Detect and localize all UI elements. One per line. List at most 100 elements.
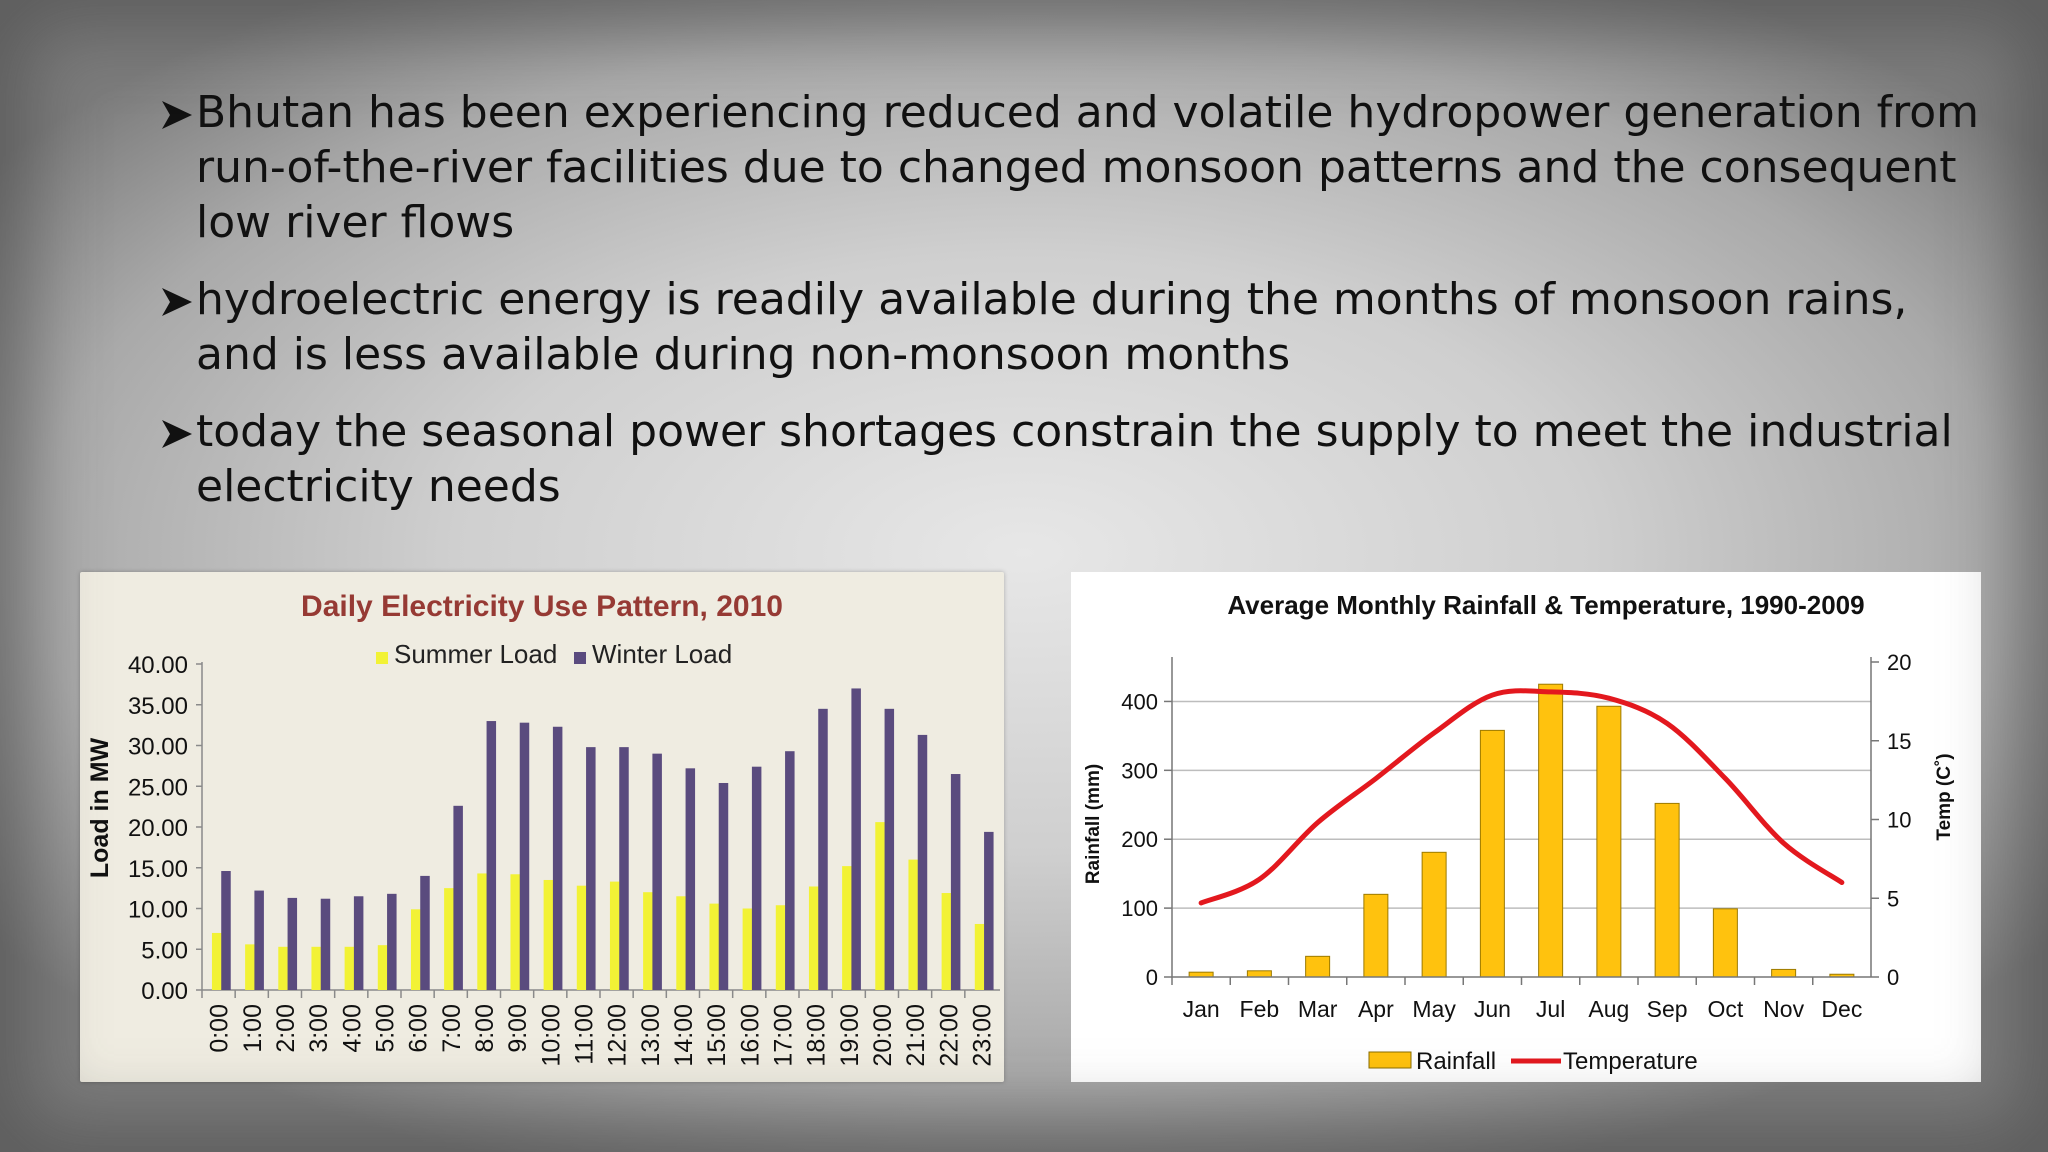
y-axis-label: Load in MW bbox=[86, 737, 114, 878]
bar-rainfall bbox=[1771, 968, 1797, 978]
y2-tick-label: 10 bbox=[1887, 808, 1911, 833]
x-tick-label: 21:00 bbox=[902, 1004, 930, 1067]
y-tick-label: 25.00 bbox=[128, 774, 188, 801]
x-tick-label: 11:00 bbox=[570, 1004, 598, 1065]
x-tick-label: Jun bbox=[1474, 996, 1511, 1022]
x-tick-label: 7:00 bbox=[438, 1004, 466, 1053]
y2-tick-label: 20 bbox=[1887, 650, 1911, 675]
x-tick-label: 13:00 bbox=[637, 1004, 665, 1067]
bar-rainfall bbox=[1538, 683, 1564, 978]
bar-winter-load bbox=[519, 722, 530, 990]
bar-rainfall bbox=[1712, 908, 1738, 978]
y-tick-label: 5.00 bbox=[141, 937, 188, 964]
rainfall-temperature-chart: Average Monthly Rainfall & Temperature, … bbox=[1083, 590, 1955, 1075]
bar-winter-load bbox=[486, 721, 497, 990]
bar-summer-load bbox=[842, 866, 852, 990]
y-tick-label: 15.00 bbox=[128, 856, 188, 883]
legend-swatch-rainfall bbox=[1368, 1051, 1412, 1069]
x-tick-label: Dec bbox=[1821, 996, 1862, 1022]
y-tick-label: 20.00 bbox=[128, 815, 188, 842]
y2-tick-label: 5 bbox=[1887, 886, 1899, 911]
x-tick-label: 12:00 bbox=[604, 1004, 632, 1067]
x-tick-label: 1:00 bbox=[239, 1004, 267, 1053]
chart-legend: Summer Load Winter Load bbox=[376, 639, 732, 669]
y2-axis-label: Temp (C˚) bbox=[1934, 753, 1955, 840]
bar-rainfall bbox=[1479, 729, 1505, 978]
y-axis-label: Rainfall (mm) bbox=[1083, 764, 1104, 884]
bar-summer-load bbox=[974, 923, 985, 990]
bar-winter-load bbox=[785, 751, 795, 990]
bar-rainfall bbox=[1654, 802, 1680, 978]
legend-label-rainfall: Rainfall bbox=[1416, 1048, 1496, 1075]
y-tick-label: 400 bbox=[1121, 689, 1158, 714]
bar-winter-load bbox=[917, 734, 928, 990]
bar-summer-load bbox=[875, 822, 885, 990]
bullet-item: today the seasonal power shortages const… bbox=[160, 404, 2000, 514]
bullet-list: Bhutan has been experiencing reduced and… bbox=[160, 85, 2000, 536]
bar-winter-load bbox=[420, 875, 430, 990]
bar-summer-load bbox=[908, 859, 918, 990]
x-tick-label: Mar bbox=[1298, 996, 1338, 1022]
bar-winter-load bbox=[984, 831, 994, 990]
y2-tick-label: 0 bbox=[1887, 965, 1899, 990]
x-tick-label: 10:00 bbox=[537, 1004, 565, 1067]
bar-winter-load bbox=[254, 890, 264, 990]
bar-winter-load bbox=[552, 726, 563, 990]
bar-winter-load bbox=[950, 774, 961, 990]
y-tick-label: 300 bbox=[1121, 758, 1158, 783]
bar-winter-load bbox=[718, 782, 729, 990]
bar-summer-load bbox=[444, 888, 454, 990]
legend-label-summer: Summer Load bbox=[394, 639, 557, 669]
bar-winter-load bbox=[884, 708, 895, 990]
bar-summer-load bbox=[941, 893, 952, 990]
bar-summer-load bbox=[742, 908, 753, 990]
bar-winter-load bbox=[586, 747, 596, 990]
x-tick-label: 3:00 bbox=[305, 1004, 333, 1053]
bar-winter-load bbox=[751, 766, 762, 990]
bar-winter-load bbox=[453, 805, 463, 990]
x-tick-label: 9:00 bbox=[504, 1004, 532, 1053]
legend-label-winter: Winter Load bbox=[592, 639, 732, 669]
x-tick-label: Oct bbox=[1707, 996, 1743, 1022]
x-tick-label: 23:00 bbox=[968, 1004, 996, 1067]
x-tick-label: Jul bbox=[1536, 996, 1565, 1022]
bar-summer-load bbox=[377, 945, 388, 990]
electricity-use-chart: Daily Electricity Use Pattern, 2010 Summ… bbox=[86, 590, 1000, 1067]
bullet-text: today the seasonal power shortages const… bbox=[196, 406, 1953, 512]
x-tick-label: 22:00 bbox=[935, 1004, 963, 1067]
bar-winter-load bbox=[685, 768, 696, 990]
x-tick-label: 6:00 bbox=[405, 1004, 433, 1053]
x-tick-label: 5:00 bbox=[371, 1004, 399, 1053]
arrow-bullet-icon bbox=[160, 286, 194, 318]
y-tick-label: 40.00 bbox=[128, 652, 188, 679]
chart-title: Daily Electricity Use Pattern, 2010 bbox=[301, 590, 783, 623]
bar-winter-load bbox=[851, 688, 861, 990]
x-tick-label: Jan bbox=[1183, 996, 1220, 1022]
bar-summer-load bbox=[643, 892, 653, 990]
x-tick-label: May bbox=[1412, 996, 1456, 1022]
bullet-item: hydroelectric energy is readily availabl… bbox=[160, 272, 2000, 382]
y-tick-label: 100 bbox=[1121, 896, 1158, 921]
bar-summer-load bbox=[211, 932, 222, 990]
bar-summer-load bbox=[609, 881, 620, 990]
y-tick-label: 35.00 bbox=[128, 693, 188, 720]
bullet-text: hydroelectric energy is readily availabl… bbox=[196, 274, 1908, 380]
bar-rainfall bbox=[1246, 970, 1272, 978]
bar-rainfall bbox=[1596, 705, 1622, 978]
bar-summer-load bbox=[709, 903, 719, 990]
arrow-bullet-icon bbox=[160, 418, 194, 450]
rainfall-chart-card: Average Monthly Rainfall & Temperature, … bbox=[1071, 572, 1981, 1082]
bar-summer-load bbox=[543, 879, 554, 990]
x-tick-label: 20:00 bbox=[869, 1004, 897, 1067]
x-tick-label: Aug bbox=[1588, 996, 1629, 1022]
bar-summer-load bbox=[576, 885, 587, 990]
bar-summer-load bbox=[344, 946, 355, 990]
bar-winter-load bbox=[652, 753, 662, 990]
bar-summer-load bbox=[808, 886, 819, 990]
x-tick-label: 0:00 bbox=[206, 1004, 234, 1053]
bar-summer-load bbox=[477, 873, 487, 990]
x-tick-label: 14:00 bbox=[670, 1004, 698, 1067]
x-tick-label: 16:00 bbox=[736, 1004, 764, 1067]
bar-summer-load bbox=[278, 946, 288, 990]
